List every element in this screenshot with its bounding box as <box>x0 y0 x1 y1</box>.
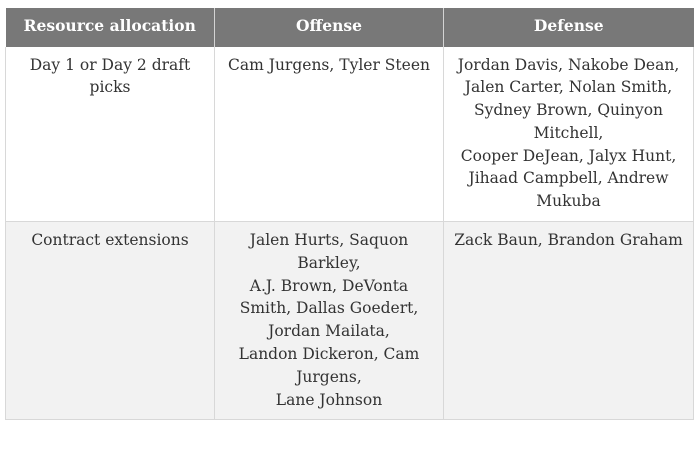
table-row-contract-extensions: Contract extensions Jalen Hurts, Saquon … <box>5 221 694 421</box>
cell-offense: Cam Jurgens, Tyler Steen <box>214 46 444 223</box>
cell-defense: Zack Baun, Brandon Graham <box>443 221 694 421</box>
offense-line: A.J. Brown, DeVonta Smith, Dallas Goeder… <box>239 276 419 341</box>
cell-category: Contract extensions <box>5 221 215 421</box>
defense-line: Cooper DeJean, Jalyx Hunt, Jihaad Campbe… <box>460 146 677 211</box>
table-header-row: Resource allocation Offense Defense <box>5 8 694 47</box>
cell-offense: Jalen Hurts, Saquon Barkley, A.J. Brown,… <box>214 221 444 421</box>
offense-line: Cam Jurgens, Tyler Steen <box>228 55 430 74</box>
offense-line: Jalen Hurts, Saquon Barkley, <box>249 231 409 272</box>
offense-line: Landon Dickeron, Cam Jurgens, <box>238 345 420 386</box>
cell-category: Day 1 or Day 2 draft picks <box>5 46 215 223</box>
cell-defense: Jordan Davis, Nakobe Dean, Jalen Carter,… <box>443 46 694 223</box>
header-offense: Offense <box>214 8 444 47</box>
header-resource-allocation: Resource allocation <box>5 8 215 47</box>
offense-line: Lane Johnson <box>275 390 383 409</box>
resource-allocation-table: Resource allocation Offense Defense Day … <box>5 8 694 421</box>
defense-line: Jordan Davis, Nakobe Dean, Jalen Carter,… <box>457 55 680 142</box>
header-defense: Defense <box>443 8 694 47</box>
table-row-draft-picks: Day 1 or Day 2 draft picks Cam Jurgens, … <box>5 46 694 223</box>
resource-allocation-table-container: Resource allocation Offense Defense Day … <box>5 8 694 421</box>
defense-line: Zack Baun, Brandon Graham <box>454 231 683 250</box>
